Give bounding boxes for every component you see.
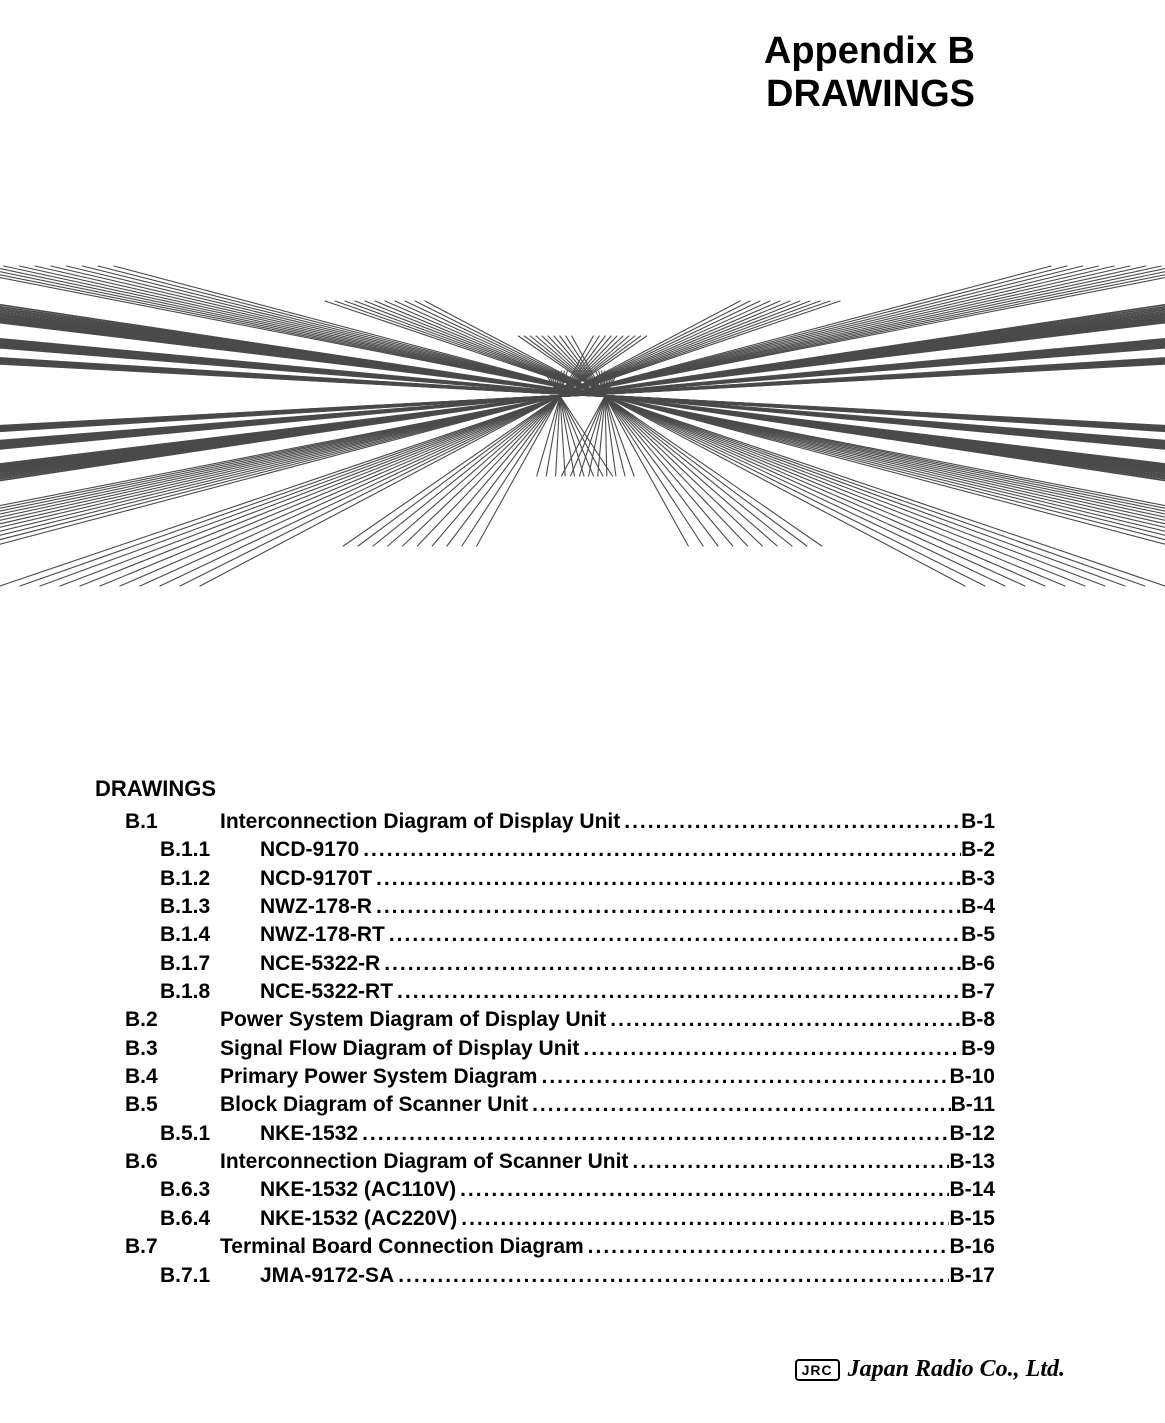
toc-dots: ........................................… [537,1063,949,1091]
toc-title: NKE-1532 (AC110V) [260,1176,456,1204]
toc-page: B-3 [961,865,995,893]
toc-dots: ........................................… [579,1035,961,1063]
toc-dots: ........................................… [372,865,961,893]
toc-dots: ........................................… [457,1205,949,1233]
toc-row: B.1.7NCE-5322-R ........................… [95,950,995,978]
title-block: Appendix B DRAWINGS [0,30,1105,116]
footer-logo: JRC Japan Radio Co., Ltd. [795,1356,1065,1383]
toc-page: B-13 [949,1148,995,1176]
toc-page: B-1 [961,808,995,836]
toc-dots: ........................................… [620,808,961,836]
toc-title: NKE-1532 [260,1120,358,1148]
toc-dots: ........................................… [358,1120,949,1148]
jrc-logo-text: Japan Radio Co., Ltd. [848,1356,1065,1383]
toc-row: B.5.1NKE-1532 ..........................… [95,1120,995,1148]
toc-num: B.6 [125,1148,220,1176]
toc-title: Signal Flow Diagram of Display Unit [220,1035,579,1063]
toc-num: B.4 [125,1063,220,1091]
toc-row: B.6Interconnection Diagram of Scanner Un… [95,1148,995,1176]
toc: DRAWINGS B.1Interconnection Diagram of D… [0,776,1105,1290]
toc-num: B.2 [125,1006,220,1034]
toc-num: B.5 [125,1091,220,1119]
toc-heading: DRAWINGS [95,776,995,802]
toc-dots: ........................................… [584,1233,950,1261]
toc-dots: ........................................… [393,978,961,1006]
toc-list: B.1Interconnection Diagram of Display Un… [95,808,995,1290]
toc-page: B-6 [961,950,995,978]
toc-row: B.5Block Diagram of Scanner Unit .......… [95,1091,995,1119]
toc-title: Power System Diagram of Display Unit [220,1006,606,1034]
toc-page: B-10 [949,1063,995,1091]
toc-title: NCD-9170 [260,836,359,864]
title-line-2: DRAWINGS [0,73,975,116]
toc-title: Primary Power System Diagram [220,1063,537,1091]
toc-num: B.7 [125,1233,220,1261]
toc-row: B.1.2NCD-9170T .........................… [95,865,995,893]
toc-page: B-7 [961,978,995,1006]
jrc-logo-box: JRC [795,1359,840,1381]
toc-page: B-17 [949,1262,995,1290]
toc-row: B.1.1NCD-9170 ..........................… [95,836,995,864]
toc-row: B.6.3NKE-1532 (AC110V) .................… [95,1176,995,1204]
toc-num: B.1.8 [160,978,260,1006]
toc-num: B.1.2 [160,865,260,893]
toc-title: Interconnection Diagram of Scanner Unit [220,1148,628,1176]
toc-page: B-8 [961,1006,995,1034]
toc-title: JMA-9172-SA [260,1262,394,1290]
toc-num: B.1.7 [160,950,260,978]
toc-num: B.5.1 [160,1120,260,1148]
toc-row: B.1.4NWZ-178-RT ........................… [95,921,995,949]
toc-page: B-11 [951,1091,995,1119]
toc-num: B.3 [125,1035,220,1063]
toc-dots: ........................................… [372,893,961,921]
toc-num: B.1 [125,808,220,836]
toc-num: B.1.4 [160,921,260,949]
toc-page: B-12 [949,1120,995,1148]
toc-dots: ........................................… [628,1148,949,1176]
toc-row: B.4Primary Power System Diagram ........… [95,1063,995,1091]
perspective-graphic [0,136,1105,766]
page: Appendix B DRAWINGS DRAWINGS B.1Intercon… [0,0,1165,1423]
toc-row: B.6.4NKE-1532 (AC220V) .................… [95,1205,995,1233]
perspective-svg [0,136,1165,766]
toc-num: B.1.3 [160,893,260,921]
toc-row: B.3Signal Flow Diagram of Display Unit .… [95,1035,995,1063]
toc-page: B-15 [949,1205,995,1233]
toc-title: NCE-5322-R [260,950,380,978]
toc-dots: ........................................… [385,921,961,949]
toc-num: B.1.1 [160,836,260,864]
toc-title: NCE-5322-RT [260,978,393,1006]
toc-row: B.1.8NCE-5322-RT .......................… [95,978,995,1006]
toc-title: Interconnection Diagram of Display Unit [220,808,620,836]
toc-page: B-16 [949,1233,995,1261]
toc-page: B-5 [961,921,995,949]
toc-row: B.2Power System Diagram of Display Unit … [95,1006,995,1034]
toc-title: Terminal Board Connection Diagram [220,1233,584,1261]
toc-dots: ........................................… [394,1262,949,1290]
toc-row: B.7.1JMA-9172-SA .......................… [95,1262,995,1290]
toc-title: NWZ-178-R [260,893,372,921]
toc-row: B.7Terminal Board Connection Diagram ...… [95,1233,995,1261]
toc-page: B-14 [949,1176,995,1204]
toc-dots: ........................................… [606,1006,961,1034]
toc-dots: ........................................… [456,1176,949,1204]
toc-num: B.6.3 [160,1176,260,1204]
toc-num: B.7.1 [160,1262,260,1290]
toc-dots: ........................................… [528,1091,951,1119]
toc-dots: ........................................… [359,836,961,864]
toc-page: B-9 [961,1035,995,1063]
toc-page: B-4 [961,893,995,921]
toc-title: NWZ-178-RT [260,921,385,949]
toc-page: B-2 [961,836,995,864]
toc-title: NCD-9170T [260,865,372,893]
title-line-1: Appendix B [0,30,975,73]
toc-row: B.1Interconnection Diagram of Display Un… [95,808,995,836]
toc-title: NKE-1532 (AC220V) [260,1205,457,1233]
toc-dots: ........................................… [380,950,961,978]
toc-row: B.1.3NWZ-178-R .........................… [95,893,995,921]
toc-num: B.6.4 [160,1205,260,1233]
toc-title: Block Diagram of Scanner Unit [220,1091,528,1119]
